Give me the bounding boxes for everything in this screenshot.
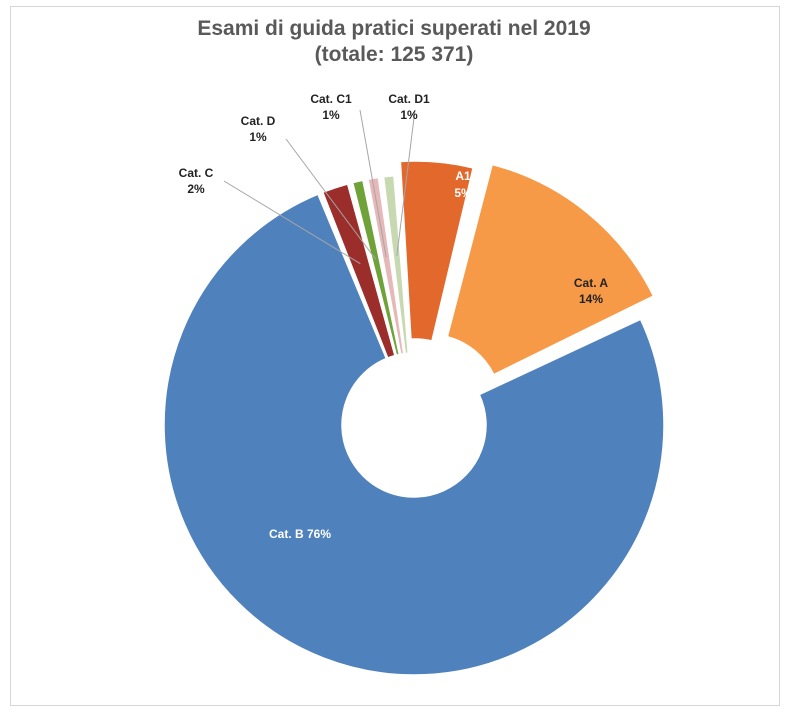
data-label-cat-d1: Cat. D1 1% bbox=[388, 92, 430, 122]
leader-line bbox=[285, 138, 377, 260]
data-label-cat-c1: Cat. C1 1% bbox=[310, 92, 352, 122]
data-label-cat-b: Cat. B 76% bbox=[269, 527, 331, 541]
data-label-cat-a: Cat. A 14% bbox=[574, 276, 609, 306]
leader-line bbox=[223, 180, 361, 265]
slice-cat-d bbox=[351, 179, 401, 357]
chart-title: Esami di guida pratici superati nel 2019 bbox=[197, 17, 591, 40]
slice-cat-b bbox=[163, 193, 665, 676]
slice-cat-d1 bbox=[382, 174, 410, 355]
chart-title-block: Esami di guida pratici superati nel 2019… bbox=[0, 16, 788, 68]
data-label-cat-d: Cat. D 1% bbox=[241, 114, 276, 144]
leader-line bbox=[359, 109, 387, 258]
chart-subtitle: (totale: 125 371) bbox=[314, 43, 474, 66]
slice-cat-c bbox=[321, 183, 396, 359]
data-label-cat-a1: Cat. A1 5% bbox=[452, 152, 475, 200]
slice-cat-a bbox=[446, 163, 655, 376]
slice-cat-a1 bbox=[399, 160, 475, 342]
slice-cat-c1 bbox=[367, 176, 405, 356]
data-label-cat-c: Cat. C 2% bbox=[179, 166, 214, 196]
leader-line bbox=[396, 109, 416, 256]
